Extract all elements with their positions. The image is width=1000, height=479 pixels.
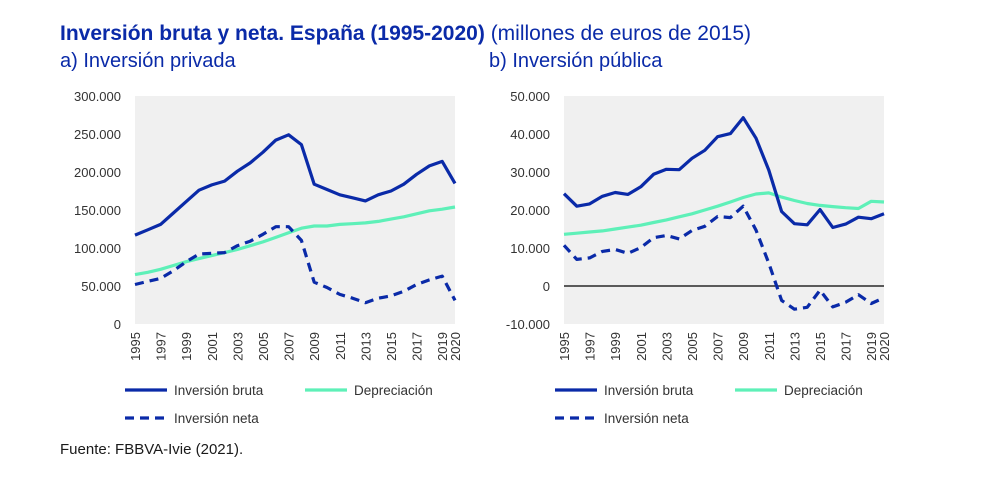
y-tick-label: -10.000 [506, 317, 550, 332]
x-tick-label: 2019 [435, 332, 450, 361]
series-line-depreciaci-n [134, 205, 456, 277]
x-tick-label: 2009 [736, 332, 751, 361]
series-line-depreciaci-n [563, 191, 885, 236]
x-tick-label: 2007 [711, 332, 726, 361]
y-tick-label: 40.000 [510, 127, 550, 142]
series-line-inversi-n-neta [134, 225, 457, 305]
source-note: Fuente: FBBVA-Ivie (2021). [60, 441, 244, 458]
x-tick-label: 2003 [230, 332, 245, 361]
title-main: Inversión bruta y neta. España (1995-202… [60, 22, 485, 45]
y-tick-label: 10.000 [510, 241, 550, 256]
y-tick-label: 0 [114, 317, 121, 332]
x-tick-label: 2015 [813, 332, 828, 361]
x-tick-label: 2015 [384, 332, 399, 361]
series-line-inversi-n-neta [562, 204, 885, 311]
series-line-inversi-n-bruta [562, 116, 885, 230]
plot-area [564, 96, 884, 324]
legend-label: Inversión bruta [174, 383, 264, 398]
x-tick-label: 1999 [608, 332, 623, 361]
y-tick-label: 50.000 [81, 279, 121, 294]
x-tick-label: 2011 [333, 332, 348, 360]
legend-label: Depreciación [784, 383, 863, 398]
series-line-inversi-n-bruta [134, 133, 457, 237]
x-tick-label: 1995 [557, 332, 572, 361]
x-tick-label: 2013 [358, 332, 373, 361]
x-tick-label: 2001 [634, 332, 649, 361]
x-tick-label: 2005 [256, 332, 271, 361]
chart-title: Inversión bruta y neta. España (1995-202… [60, 22, 751, 46]
y-tick-label: 50.000 [510, 89, 550, 104]
y-tick-label: 20.000 [510, 203, 550, 218]
x-tick-label: 2003 [659, 332, 674, 361]
legend-label: Inversión neta [604, 411, 689, 426]
x-tick-label: 2009 [307, 332, 322, 361]
x-tick-label: 2017 [410, 332, 425, 361]
y-tick-label: 250.000 [74, 127, 121, 142]
x-tick-label: 1997 [583, 332, 598, 361]
x-tick-label: 2013 [787, 332, 802, 361]
y-tick-label: 0 [543, 279, 550, 294]
chart-private: 0 50.000 100.000 150.000 200.000 250.000 300.0… [74, 89, 463, 426]
subtitle-public: b) Inversión pública [489, 50, 663, 72]
y-tick-label: 150.000 [74, 203, 121, 218]
x-tick-label: 2017 [839, 332, 854, 361]
y-tick-label: 200.000 [74, 165, 121, 180]
x-tick-label: 1999 [179, 332, 194, 361]
x-tick-label: 1997 [154, 332, 169, 361]
legend-label: Depreciación [354, 383, 433, 398]
legend-label: Inversión neta [174, 411, 259, 426]
chart-public: -10.000 0 10.000 20.000 30.000 40.000 50.000 19… [506, 89, 892, 426]
x-tick-label: 2001 [205, 332, 220, 361]
x-tick-label: 2011 [762, 332, 777, 360]
x-tick-label: 2019 [864, 332, 879, 361]
y-tick-label: 100.000 [74, 241, 121, 256]
y-tick-label: 300.000 [74, 89, 121, 104]
x-tick-label: 2020 [448, 332, 463, 361]
title-units: (millones de euros de 2015) [490, 22, 752, 45]
x-tick-label: 1995 [128, 332, 143, 361]
x-tick-label: 2007 [282, 332, 297, 361]
y-tick-label: 30.000 [510, 165, 550, 180]
x-tick-label: 2005 [685, 332, 700, 361]
legend-label: Inversión bruta [604, 383, 694, 398]
plot-area [135, 96, 455, 324]
subtitle-private: a) Inversión privada [60, 50, 236, 72]
x-tick-label: 2020 [877, 332, 892, 361]
